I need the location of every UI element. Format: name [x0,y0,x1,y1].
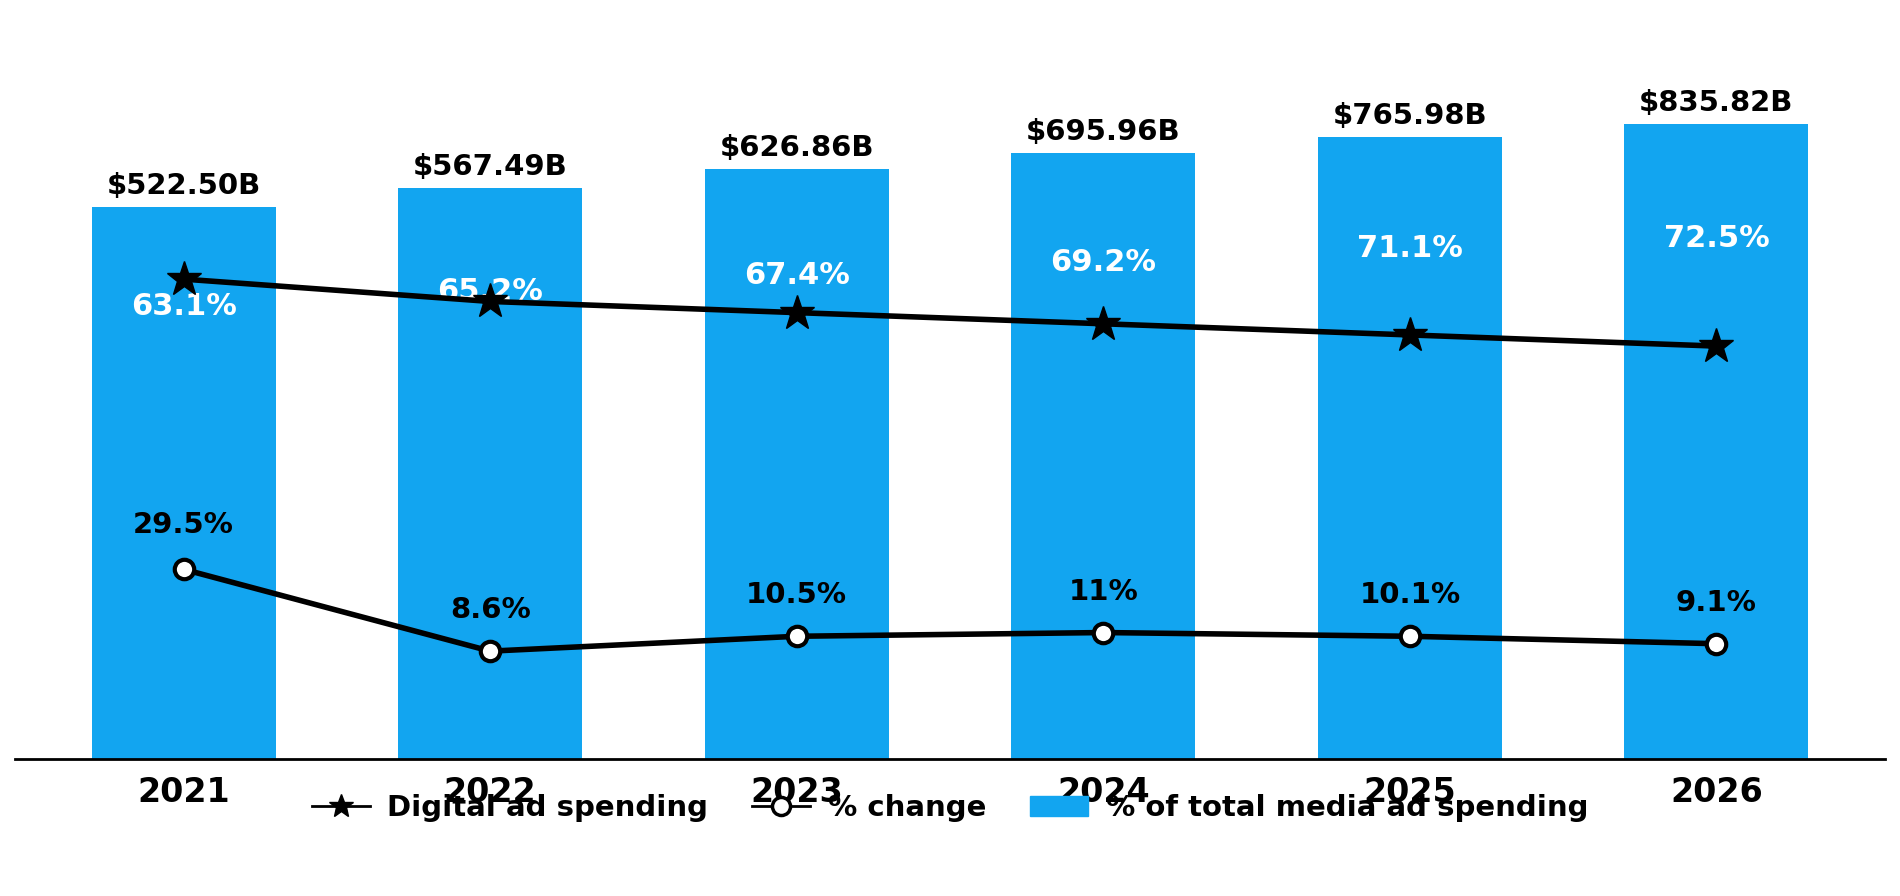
Text: $626.86B: $626.86B [720,134,874,162]
Text: 10.5%: 10.5% [747,582,847,609]
Text: 71.1%: 71.1% [1357,234,1463,263]
Text: 29.5%: 29.5% [133,511,234,538]
Bar [399,188,581,759]
Bar [1319,137,1501,759]
Bar [1624,125,1809,759]
Text: 65.2%: 65.2% [437,277,543,306]
Text: $522.50B: $522.50B [106,172,260,200]
Text: 9.1%: 9.1% [1676,589,1758,616]
Text: 63.1%: 63.1% [131,291,236,321]
Text: 10.1%: 10.1% [1358,582,1461,609]
Text: 8.6%: 8.6% [450,596,530,625]
Text: 11%: 11% [1068,578,1138,606]
Text: 67.4%: 67.4% [743,261,849,289]
Text: 69.2%: 69.2% [1051,248,1157,277]
Text: $567.49B: $567.49B [412,153,568,181]
Bar [1011,153,1195,759]
Text: $835.82B: $835.82B [1640,90,1794,117]
Bar [705,169,889,759]
Bar [91,207,276,759]
Text: $695.96B: $695.96B [1026,118,1180,146]
Text: $765.98B: $765.98B [1332,101,1488,130]
Text: 72.5%: 72.5% [1664,224,1769,254]
Legend: Digital ad spending, % change, % of total media ad spending: Digital ad spending, % change, % of tota… [300,782,1600,834]
